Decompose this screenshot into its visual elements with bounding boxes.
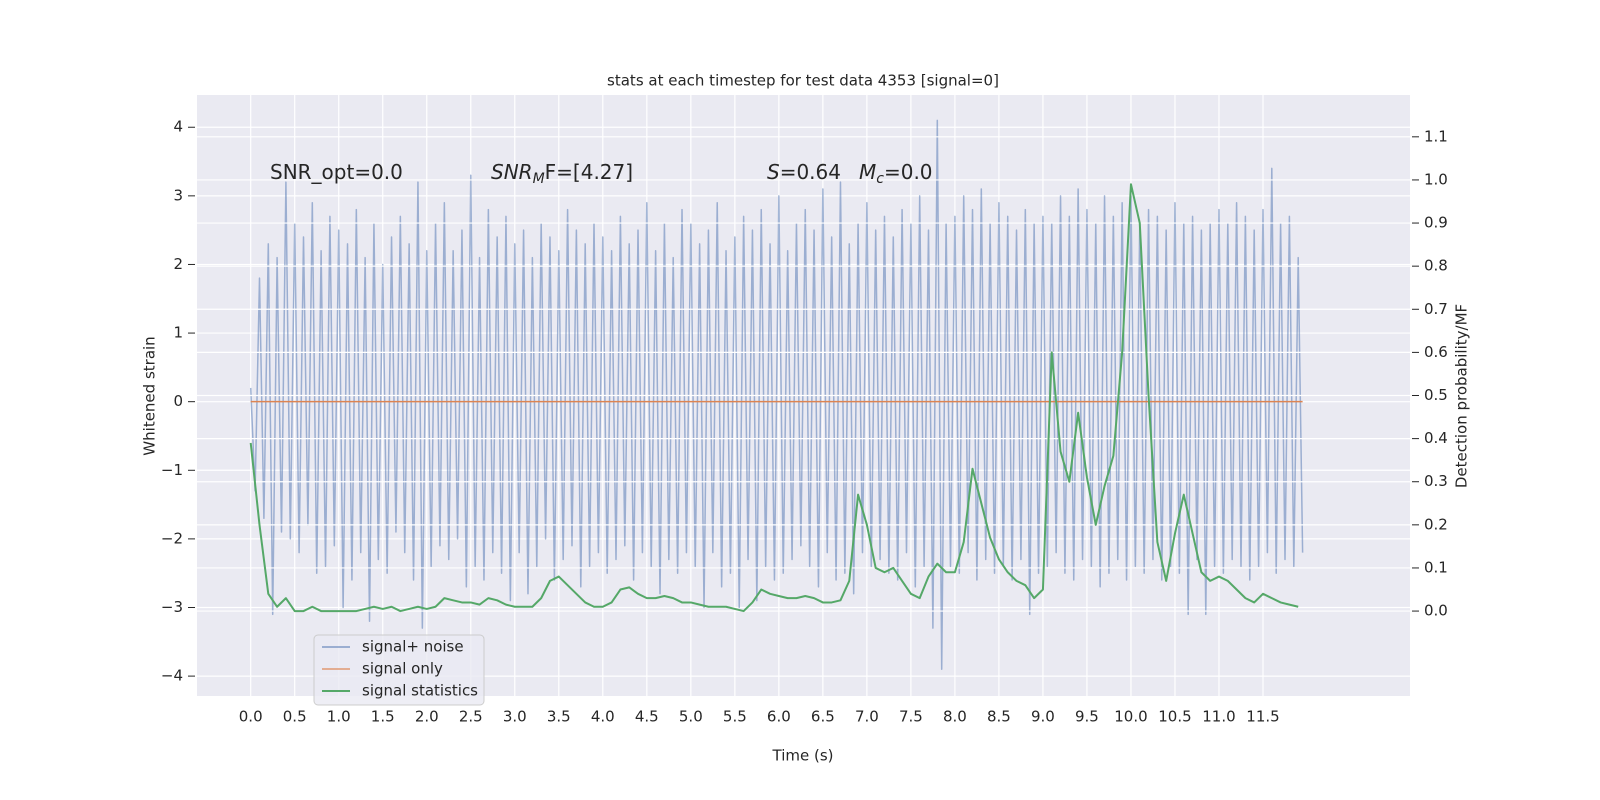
y2-tick-label: 0.0 — [1424, 602, 1448, 620]
legend-label: signal statistics — [362, 682, 478, 700]
y-axis-label: Whitened strain — [141, 336, 159, 455]
y-tick-label: 1 — [173, 324, 183, 342]
x-tick-label: 10.0 — [1114, 708, 1147, 726]
legend-box — [313, 634, 485, 706]
y2-tick-label: 0.8 — [1424, 257, 1448, 275]
y2-tick-label: 0.7 — [1424, 300, 1448, 318]
annotation-rest: =0.64 — [780, 160, 841, 184]
y2-tick-label: 0.6 — [1424, 343, 1448, 361]
y-tick-label: 4 — [173, 118, 183, 136]
x-tick-label: 1.0 — [327, 708, 351, 726]
y2-tick-label: 1.0 — [1424, 170, 1448, 188]
x-tick-label: 6.0 — [767, 708, 791, 726]
annotation: SNRMF=[4.27] — [491, 160, 633, 188]
series-line — [249, 119, 1304, 670]
annotation-rest: F=[4.27] — [545, 160, 633, 184]
y2-tick-label: 1.1 — [1424, 127, 1448, 145]
x-tick-label: 9.0 — [1031, 708, 1055, 726]
annotation-text: SNR_opt=0.0 — [270, 160, 403, 184]
x-tick-label: 2.5 — [459, 708, 483, 726]
x-tick-label: 9.5 — [1075, 708, 1099, 726]
annotation: Mc=0.0 — [859, 160, 933, 188]
x-tick-label: 10.5 — [1158, 708, 1191, 726]
y2-tick-label: 0.4 — [1424, 429, 1448, 447]
x-tick-label: 11.0 — [1202, 708, 1235, 726]
x-tick-label: 3.5 — [547, 708, 571, 726]
y-tick-label: 0 — [173, 392, 183, 410]
x-tick-label: 0.5 — [283, 708, 307, 726]
x-tick-label: 2.0 — [415, 708, 439, 726]
y2-tick-label: 0.9 — [1424, 214, 1448, 232]
legend-label: signal only — [362, 660, 443, 678]
x-tick-label: 5.0 — [679, 708, 703, 726]
y2-tick-label: 0.3 — [1424, 472, 1448, 490]
annotation-subscript: c — [876, 171, 884, 187]
x-tick-label: 6.5 — [811, 708, 835, 726]
y2-tick-label: 0.2 — [1424, 515, 1448, 533]
y-tick-label: −2 — [161, 529, 183, 547]
x-tick-label: 7.5 — [899, 708, 923, 726]
series-line — [249, 183, 1299, 613]
annotation-subscript: M — [533, 171, 545, 187]
y-tick-label: −4 — [161, 667, 183, 685]
annotation: S=0.64 — [767, 160, 841, 184]
y-tick-label: 2 — [173, 255, 183, 273]
y2-tick-label: 0.5 — [1424, 386, 1448, 404]
chart-title: stats at each timestep for test data 435… — [607, 72, 999, 90]
y-tick-label: −1 — [161, 461, 183, 479]
y-tick-label: −3 — [161, 598, 183, 616]
y2-axis-label: Detection probability/MF — [1453, 304, 1471, 488]
x-tick-label: 3.0 — [503, 708, 527, 726]
annotation-text: M — [859, 160, 876, 184]
annotation-rest: =0.0 — [884, 160, 933, 184]
y-tick-label: 3 — [173, 186, 183, 204]
x-tick-label: 11.5 — [1246, 708, 1279, 726]
x-tick-label: 7.0 — [855, 708, 879, 726]
legend-label: signal+ noise — [362, 638, 464, 656]
x-tick-label: 4.5 — [635, 708, 659, 726]
x-axis-label: Time (s) — [772, 747, 834, 765]
y2-tick-label: 0.1 — [1424, 558, 1448, 576]
annotation-text: SNR — [491, 160, 533, 184]
annotation: SNR_opt=0.0 — [270, 160, 403, 184]
x-tick-label: 4.0 — [591, 708, 615, 726]
x-tick-label: 0.0 — [239, 708, 263, 726]
x-tick-label: 1.5 — [371, 708, 395, 726]
x-tick-label: 5.5 — [723, 708, 747, 726]
annotation-text: S — [767, 160, 780, 184]
x-tick-label: 8.0 — [943, 708, 967, 726]
x-tick-label: 8.5 — [987, 708, 1011, 726]
